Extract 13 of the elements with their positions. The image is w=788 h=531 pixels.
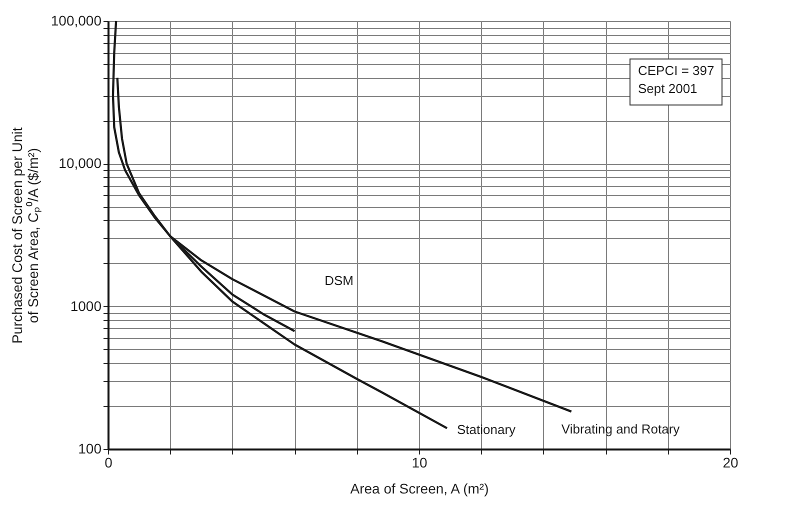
y-axis-title: Purchased Cost of Screen per Unit of Screen Area, Cₚ⁰/A ($/m²) [8,127,42,344]
annotation: CEPCI = 397 Sept 2001 [638,63,714,96]
y-tick-label: 100 [78,440,102,456]
y-tick-label: 100,000 [50,12,102,28]
x-tick-label: 20 [722,454,738,470]
x-axis-title: Area of Screen, A (m²) [350,480,489,496]
x-tick-label: 10 [412,454,428,470]
y-tick-label: 1000 [70,298,102,314]
x-tick-label: 0 [104,454,113,470]
y-tick-label: 10,000 [58,155,102,172]
series-label: Stationary [456,422,516,438]
series-label: Vibrating and Rotary [561,422,680,437]
text: DSM [324,273,354,288]
